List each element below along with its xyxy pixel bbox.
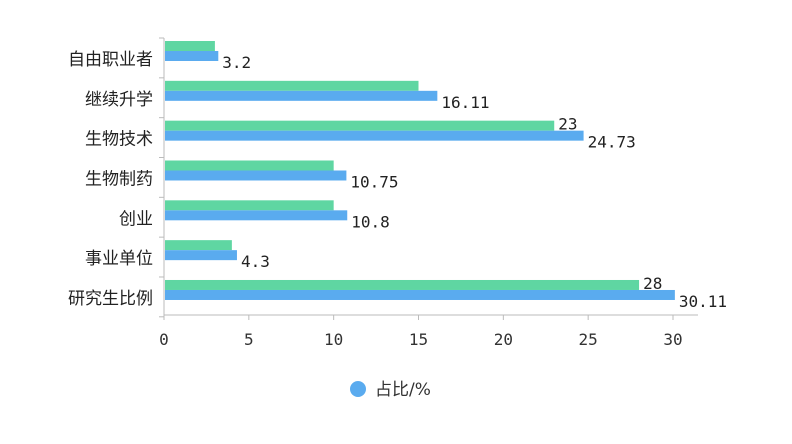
- bar: [165, 210, 348, 221]
- bar: [165, 279, 640, 290]
- category-label: 生物技术: [85, 130, 153, 150]
- x-tick-label: 30: [663, 330, 682, 349]
- x-tick-label: 5: [244, 330, 254, 349]
- bar: [165, 130, 584, 141]
- legend-label: 占比/%: [375, 380, 431, 400]
- bar: [165, 200, 334, 211]
- category-label: 研究生比例: [68, 289, 153, 309]
- axes: [159, 37, 698, 320]
- bar: [165, 41, 215, 51]
- bar: [165, 170, 347, 181]
- data-label: 10.75: [350, 172, 398, 191]
- legend-marker: [350, 381, 366, 397]
- category-label: 事业单位: [85, 249, 153, 269]
- bars: [165, 41, 675, 300]
- x-tick-label: 10: [324, 330, 343, 349]
- data-label: 3.2: [222, 53, 251, 72]
- data-label: 4.3: [241, 252, 270, 271]
- data-label: 28: [643, 274, 662, 293]
- bar: [165, 51, 219, 61]
- data-label: 10.8: [351, 212, 390, 231]
- bar: [165, 250, 237, 261]
- bar: [165, 240, 232, 251]
- category-label: 自由职业者: [68, 50, 153, 70]
- data-label: 16.11: [441, 93, 489, 112]
- bar: [165, 90, 438, 101]
- legend[interactable]: 占比/%: [350, 380, 431, 400]
- x-tick-label: 20: [494, 330, 513, 349]
- labels: 0 5 10 15 20 25 30 自由职业者继续升学生物技术生物制药创业事业单位研究生比例…: [68, 50, 727, 349]
- x-tick-label: 0: [159, 330, 169, 349]
- x-tick-label: 15: [409, 330, 428, 349]
- data-label: 30.11: [679, 292, 727, 311]
- bar: [165, 120, 555, 131]
- bar: [165, 160, 334, 171]
- category-label: 生物制药: [85, 169, 153, 189]
- category-label: 创业: [119, 209, 153, 229]
- data-label: 24.73: [588, 133, 636, 152]
- x-tick-label: 25: [579, 330, 598, 349]
- bar: [165, 80, 419, 91]
- data-label: 23: [558, 115, 577, 134]
- category-label: 继续升学: [85, 90, 153, 110]
- bar: [165, 289, 675, 300]
